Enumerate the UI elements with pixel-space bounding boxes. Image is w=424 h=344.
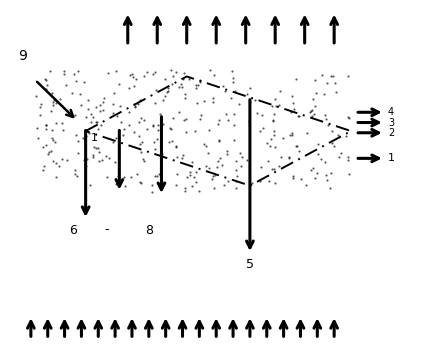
Text: 5: 5: [246, 258, 254, 271]
Text: 2: 2: [388, 128, 394, 138]
Text: 6: 6: [69, 224, 77, 237]
Text: 1: 1: [91, 133, 98, 143]
Text: 8: 8: [145, 224, 153, 237]
Text: 9: 9: [18, 49, 27, 63]
Text: 1: 1: [388, 153, 394, 163]
Text: 4: 4: [388, 107, 394, 117]
Text: 3: 3: [388, 118, 394, 128]
Text: -: -: [104, 224, 109, 237]
